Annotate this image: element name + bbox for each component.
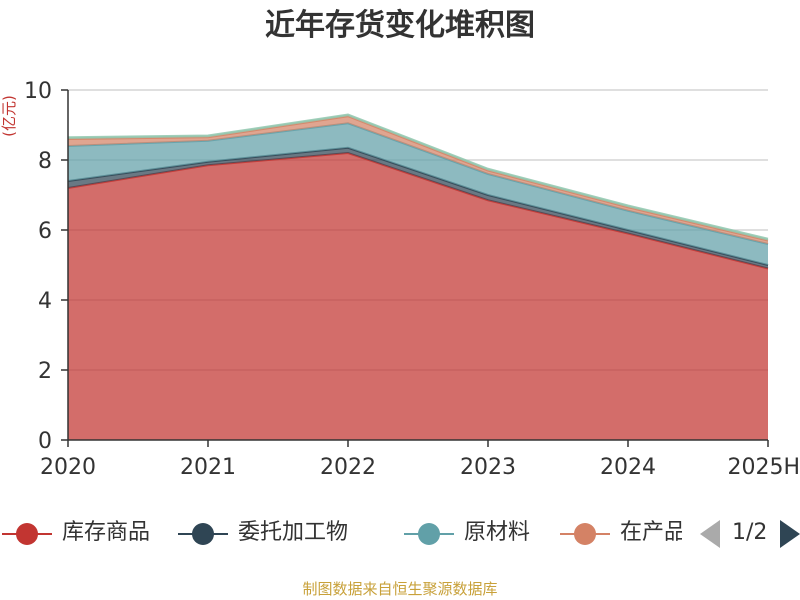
legend-item-2[interactable]: 委托加工物资 [178, 512, 348, 556]
x-tick-label: 2024 [600, 455, 656, 480]
y-tick-label: 8 [38, 149, 52, 174]
legend-label: 库存商品 [62, 520, 151, 545]
x-tick-label: 2023 [460, 455, 516, 480]
legend-label: 原材料 [464, 520, 531, 545]
y-tick-label: 10 [24, 79, 52, 104]
x-tick-label: 2022 [320, 455, 376, 480]
legend-item-1[interactable]: 库存商品 [2, 512, 172, 556]
y-tick-label: 2 [38, 359, 52, 384]
x-tick-label: 2021 [180, 455, 236, 480]
area-series [67, 113, 769, 440]
area-series-3[interactable] [68, 123, 768, 265]
legend-item-4[interactable]: 在产品 [560, 512, 682, 556]
legend-page-indicator: 1/2 [732, 520, 768, 545]
series-line-5 [67, 113, 769, 240]
legend-next-page-icon[interactable] [780, 520, 800, 548]
legend-label: 在产品 [620, 520, 682, 545]
y-axis-unit-label: (亿元) [0, 95, 18, 137]
legend: 1/2 库存商品 委托加工物资 原材料 在产品 [0, 512, 800, 556]
axes: 0 2 4 6 8 10 2020 2021 2022 2023 2024 2025H [24, 79, 800, 480]
data-source-note: 制图数据来自恒生聚源数据库 [302, 580, 498, 598]
legend-dot-icon [16, 523, 38, 545]
legend-dot-icon [192, 523, 214, 545]
x-tick-label: 2020 [40, 455, 96, 480]
y-tick-label: 0 [38, 429, 52, 454]
legend-item-3[interactable]: 原材料 [404, 512, 574, 556]
legend-dot-icon [418, 523, 440, 545]
legend-prev-page-icon[interactable] [700, 520, 720, 548]
y-tick-label: 4 [38, 289, 52, 314]
area-series-1[interactable] [68, 153, 768, 440]
legend-dot-icon [574, 523, 596, 545]
chart-title: 近年存货变化堆积图 [265, 8, 535, 43]
x-tick-label: 2025H [727, 455, 800, 480]
legend-label: 委托加工物资 [238, 520, 348, 545]
y-tick-label: 6 [38, 219, 52, 244]
